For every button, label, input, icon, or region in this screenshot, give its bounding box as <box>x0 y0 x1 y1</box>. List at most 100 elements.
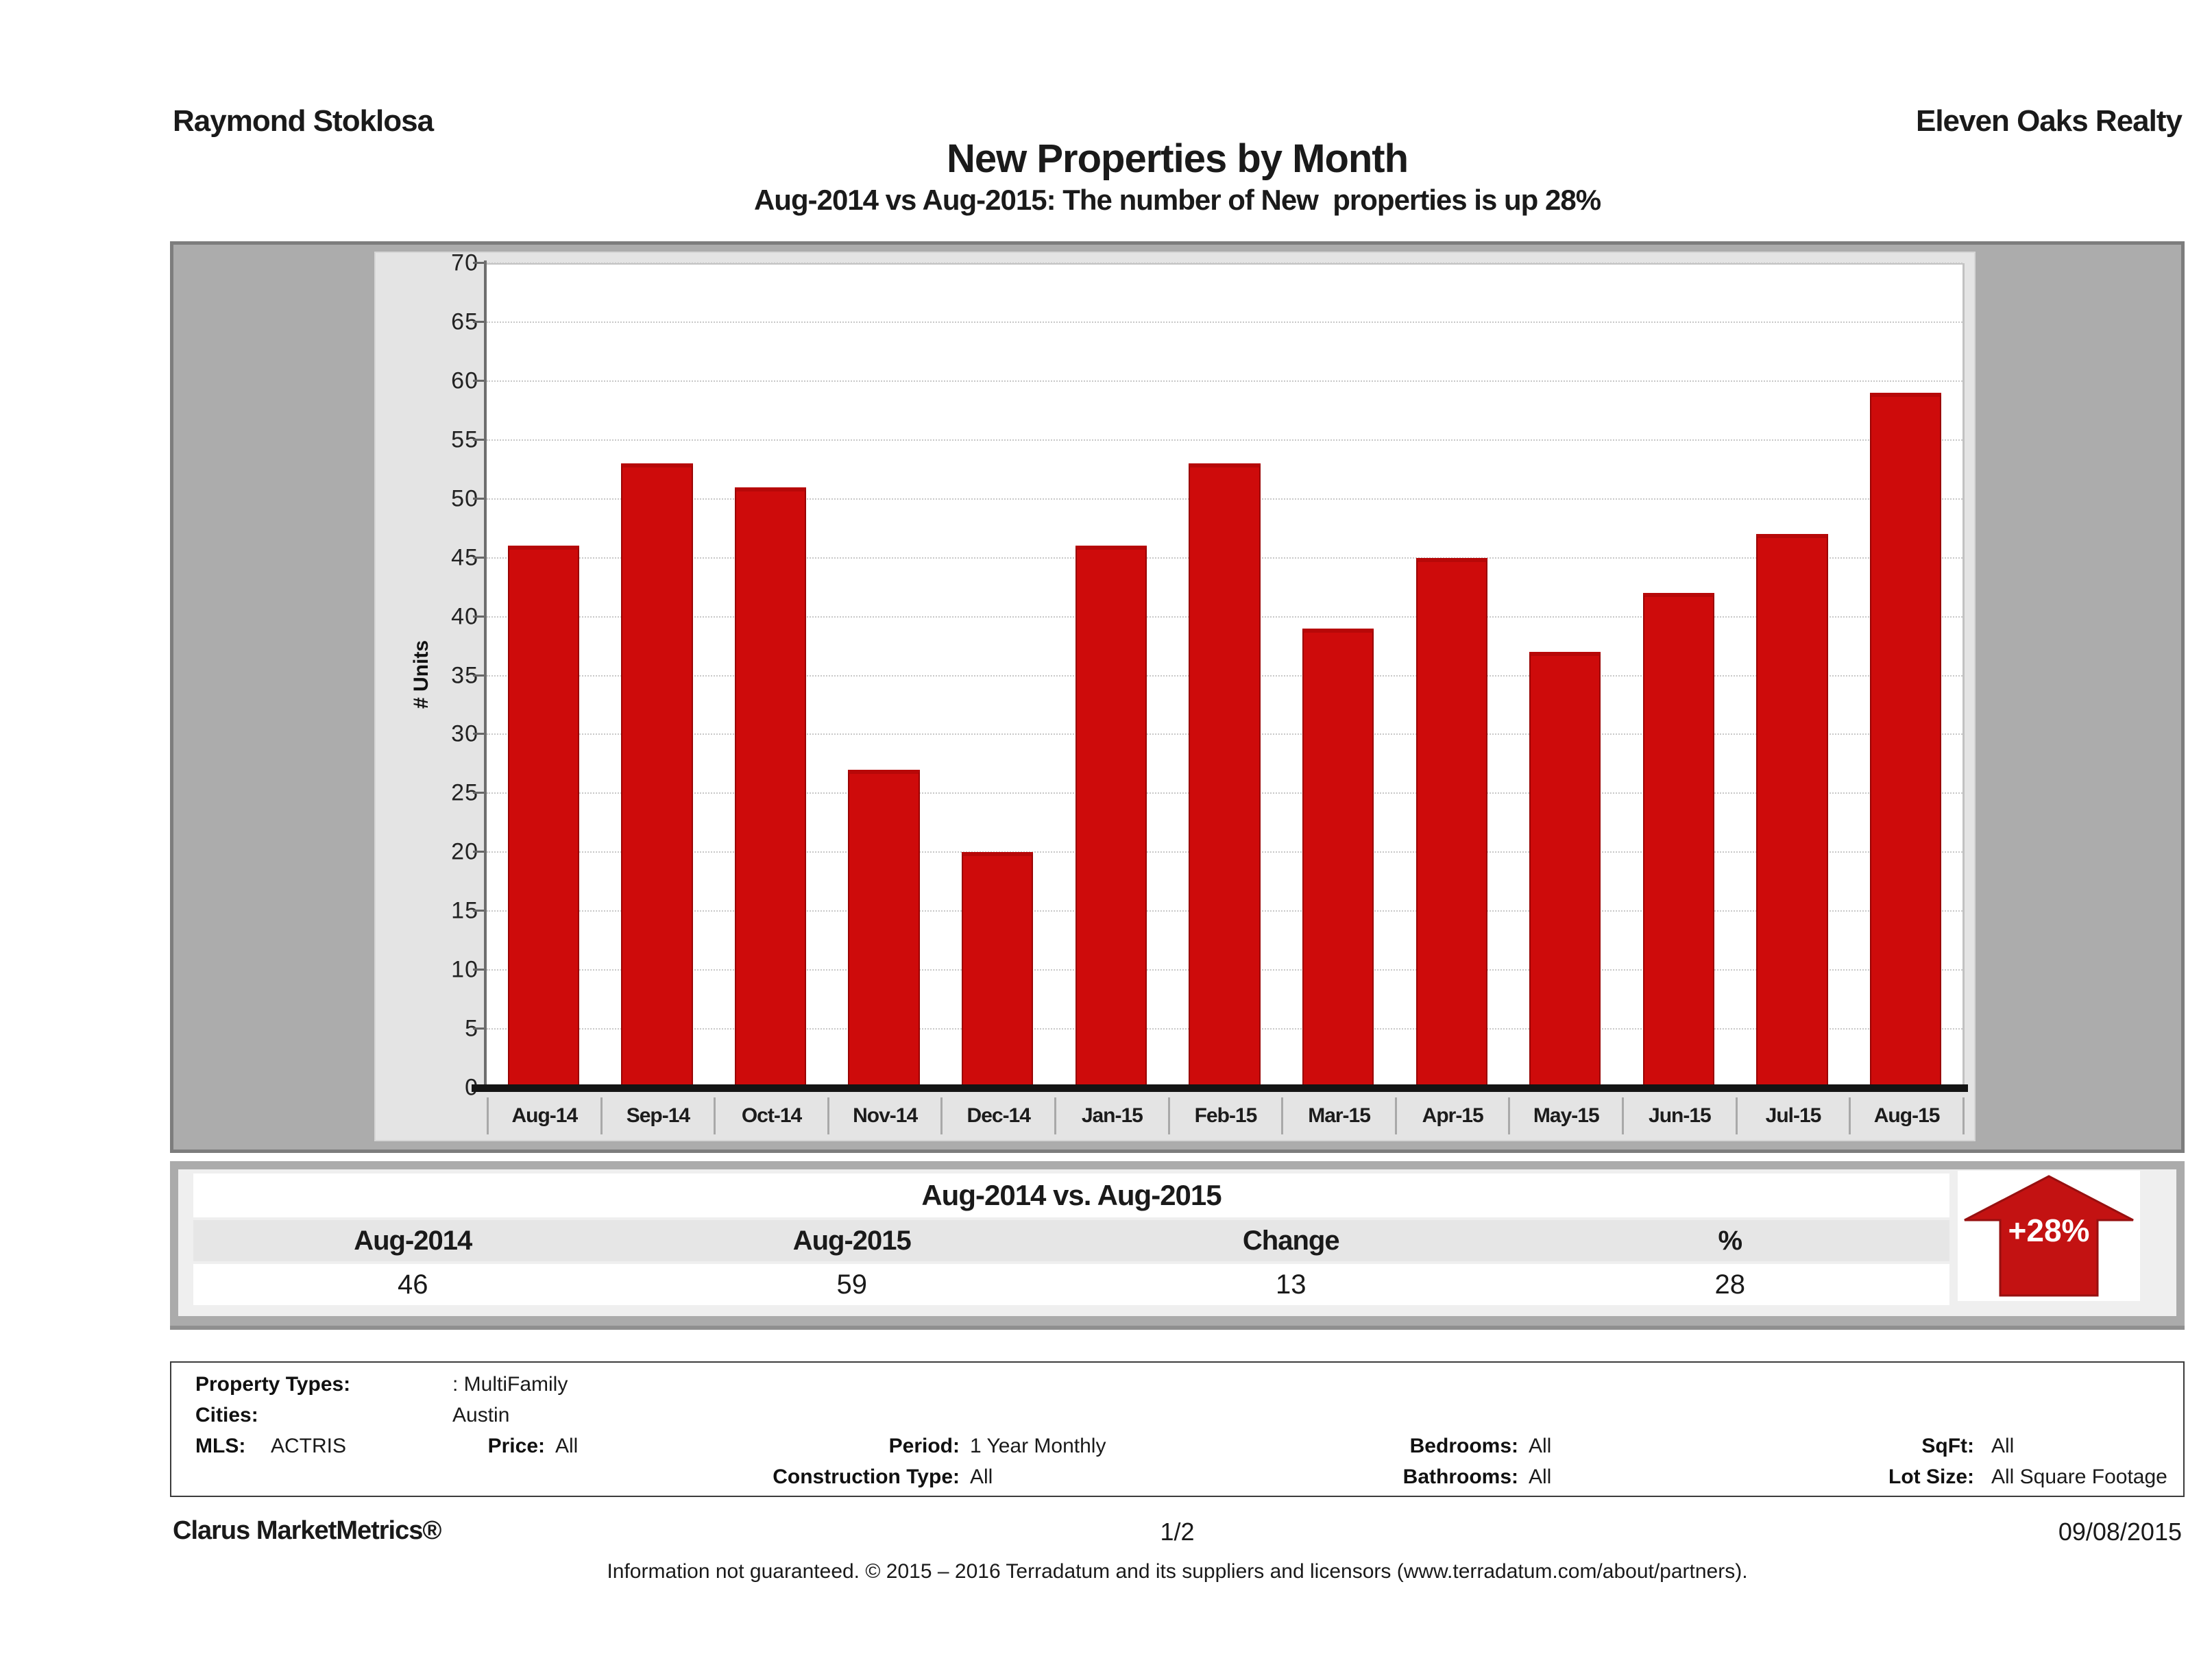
x-label-Nov-14: Nov-14 <box>829 1097 943 1134</box>
company-name: Eleven Oaks Realty <box>1915 104 2183 138</box>
construction-type-label: Construction Type: <box>773 1466 960 1488</box>
y-tick-35 <box>473 674 484 677</box>
comparison-title: Aug-2014 vs. Aug-2015 <box>193 1174 1949 1217</box>
bar-slot-Apr-15 <box>1395 265 1509 1088</box>
y-tick-50 <box>473 497 484 500</box>
page-subtitle: Aug-2014 vs Aug-2015: The number of New … <box>753 184 1601 216</box>
price-value: All <box>555 1435 579 1457</box>
page-number: 1/2 <box>1160 1518 1195 1546</box>
sqft-value: All <box>1991 1435 2015 1457</box>
x-label-Jan-15: Jan-15 <box>1056 1097 1170 1134</box>
y-tick-70 <box>473 262 484 264</box>
y-tick-label-5: 5 <box>465 1015 478 1042</box>
y-tick-45 <box>473 556 484 559</box>
bar-slot-Jun-15 <box>1622 265 1736 1088</box>
y-axis-tick-labels: 0510152025303540455055606570 <box>413 250 478 1101</box>
y-tick-10 <box>473 969 484 971</box>
bar-slot-Feb-15 <box>1168 265 1282 1088</box>
gridline-55 <box>487 439 1962 441</box>
bedrooms-label: Bedrooms: <box>1409 1435 1518 1457</box>
bar-Sep-14 <box>621 463 693 1088</box>
bar-Jun-15 <box>1642 593 1715 1088</box>
lot-size-value: All Square Footage <box>1991 1466 2167 1488</box>
bar-slot-Jul-15 <box>1736 265 1849 1088</box>
sqft-label: SqFt: <box>1921 1435 1974 1457</box>
change-badge: +28% <box>1958 1171 2140 1301</box>
agent-name: Raymond Stoklosa <box>173 104 434 138</box>
gridline-60 <box>487 380 1962 382</box>
chart-box: # Units 0510152025303540455055606570 Aug… <box>374 250 1976 1141</box>
period-label: Period: <box>888 1435 960 1457</box>
table-col-header-1: Aug-2015 <box>792 1226 912 1256</box>
bar-Mar-15 <box>1302 628 1374 1088</box>
bar-Dec-14 <box>962 852 1034 1088</box>
table-col-header-3: % <box>1718 1226 1742 1256</box>
bar-Nov-14 <box>848 770 920 1088</box>
comparison-panel: Aug-2014 vs. Aug-2015 Aug-2014 Aug-2015 Ch… <box>170 1161 2185 1326</box>
y-tick-30 <box>473 733 484 735</box>
x-label-Sep-14: Sep-14 <box>603 1097 716 1134</box>
bar-slot-Sep-14 <box>600 265 714 1088</box>
bar-Aug-14 <box>507 546 579 1088</box>
x-label-Dec-14: Dec-14 <box>943 1097 1057 1134</box>
property-types-value: : MultiFamily <box>452 1373 568 1396</box>
disclaimer: Information not guaranteed. © 2015 – 201… <box>607 1560 1748 1583</box>
cities-value: Austin <box>452 1404 510 1426</box>
x-label-Aug-14: Aug-14 <box>487 1097 603 1134</box>
gridline-65 <box>487 321 1962 323</box>
table-value-1: 59 <box>836 1269 868 1300</box>
page-title: New Properties by Month <box>946 136 1409 181</box>
table-value-2: 13 <box>1276 1269 1306 1300</box>
x-label-Aug-15: Aug-15 <box>1851 1097 1965 1134</box>
report-date: 09/08/2015 <box>2058 1518 2182 1546</box>
y-tick-65 <box>473 320 484 323</box>
y-tick-40 <box>473 615 484 618</box>
x-axis-line <box>472 1084 1968 1092</box>
x-label-Mar-15: Mar-15 <box>1283 1097 1397 1134</box>
bar-Feb-15 <box>1189 463 1261 1088</box>
bathrooms-value: All <box>1529 1466 1552 1488</box>
x-axis-labels: Aug-14 Sep-14 Oct-14 Nov-14 Dec-14 Jan-15 Feb-… <box>487 1097 1965 1134</box>
property-types-label: Property Types: <box>195 1373 351 1396</box>
bar-May-15 <box>1529 652 1601 1088</box>
bar-slot-Aug-14 <box>487 265 600 1088</box>
bar-slot-Oct-14 <box>714 265 827 1088</box>
x-label-Apr-15: Apr-15 <box>1397 1097 1511 1134</box>
y-tick-5 <box>473 1028 484 1030</box>
y-tick-55 <box>473 438 484 441</box>
bar-Oct-14 <box>734 487 807 1088</box>
lot-size-label: Lot Size: <box>1888 1466 1974 1488</box>
table-col-header-0: Aug-2014 <box>354 1226 472 1256</box>
bar-Jan-15 <box>1075 546 1147 1088</box>
construction-type-value: All <box>970 1466 993 1488</box>
bar-slot-Aug-15 <box>1849 265 1962 1088</box>
comparison-value-row: 46 59 13 28 <box>193 1264 1949 1305</box>
up-arrow-icon: +28% <box>1964 1175 2134 1297</box>
mls-label: MLS: <box>195 1435 246 1457</box>
bar-Jul-15 <box>1756 534 1828 1088</box>
table-col-header-2: Change <box>1242 1226 1340 1256</box>
y-tick-15 <box>473 910 484 912</box>
y-tick-60 <box>473 379 484 382</box>
bar-Aug-15 <box>1869 393 1942 1088</box>
price-label: Price: <box>487 1435 545 1457</box>
x-label-Oct-14: Oct-14 <box>716 1097 829 1134</box>
x-label-May-15: May-15 <box>1510 1097 1625 1134</box>
bar-slot-Mar-15 <box>1281 265 1395 1088</box>
table-value-0: 46 <box>398 1269 428 1300</box>
bar-slot-Nov-14 <box>827 265 941 1088</box>
brand-name: Clarus MarketMetrics® <box>173 1516 441 1545</box>
gridline-70 <box>487 263 1962 264</box>
x-label-Jun-15: Jun-15 <box>1624 1097 1738 1134</box>
x-label-Feb-15: Feb-15 <box>1170 1097 1284 1134</box>
bar-slot-Jan-15 <box>1054 265 1168 1088</box>
y-tick-label-0: 0 <box>465 1075 478 1102</box>
bathrooms-label: Bathrooms: <box>1402 1466 1518 1488</box>
y-tick-25 <box>473 792 484 794</box>
y-tick-20 <box>473 851 484 853</box>
bar-slot-May-15 <box>1508 265 1622 1088</box>
table-value-3: 28 <box>1714 1269 1746 1300</box>
bar-slot-Dec-14 <box>940 265 1054 1088</box>
x-label-Jul-15: Jul-15 <box>1738 1097 1851 1134</box>
